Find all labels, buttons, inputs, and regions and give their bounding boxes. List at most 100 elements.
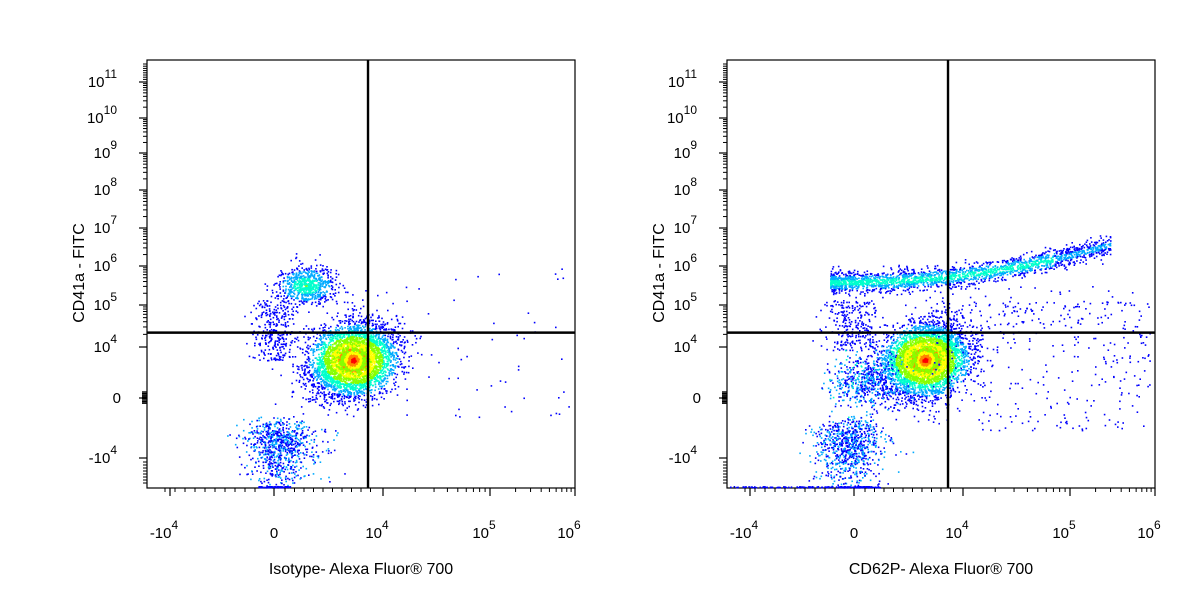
event-dot xyxy=(399,344,401,346)
event-dot xyxy=(338,373,340,376)
event-dot xyxy=(316,349,318,352)
event-dot xyxy=(358,345,360,347)
event-dot xyxy=(335,329,337,332)
event-dot xyxy=(380,355,382,357)
event-dot xyxy=(362,391,364,394)
event-dot xyxy=(381,379,383,382)
event-dot xyxy=(330,367,333,369)
event-dot xyxy=(322,386,325,389)
event-dot xyxy=(351,378,354,380)
event-dot xyxy=(320,383,322,386)
event-dot xyxy=(370,342,372,344)
event-dot xyxy=(327,336,330,339)
event-dot xyxy=(292,365,294,368)
event-dot xyxy=(389,337,392,340)
event-dot xyxy=(363,341,366,344)
event-dot xyxy=(328,391,331,393)
event-dot xyxy=(351,370,354,372)
event-dot xyxy=(320,347,323,349)
event-dot xyxy=(315,369,317,372)
event-dot xyxy=(368,389,371,392)
event-dot xyxy=(319,378,322,380)
event-dot xyxy=(360,343,363,346)
event-dot xyxy=(364,325,367,328)
event-dot xyxy=(384,370,386,372)
event-dot xyxy=(360,349,362,351)
event-dot xyxy=(303,336,305,338)
event-dot xyxy=(374,337,377,339)
event-dot xyxy=(360,381,363,383)
event-dot xyxy=(346,346,349,349)
event-dot xyxy=(297,366,300,368)
event-dot xyxy=(362,368,364,371)
event-dot xyxy=(347,391,350,393)
event-dot xyxy=(375,371,378,373)
event-dot xyxy=(364,345,366,347)
event-dot xyxy=(317,386,320,388)
event-dot xyxy=(356,384,359,386)
event-dot xyxy=(330,344,332,346)
event-dot xyxy=(349,357,352,360)
event-dot xyxy=(342,374,345,376)
event-dot xyxy=(345,374,347,377)
event-dot xyxy=(304,371,306,373)
event-dot xyxy=(360,359,363,362)
event-dot xyxy=(324,368,327,371)
event-dot xyxy=(420,353,423,356)
event-dot xyxy=(395,351,398,354)
event-dot xyxy=(339,377,341,380)
event-dot xyxy=(354,333,357,335)
event-dot xyxy=(343,397,346,400)
event-dot xyxy=(330,364,333,367)
event-dot xyxy=(321,371,324,374)
event-dot xyxy=(370,356,373,358)
event-dot xyxy=(351,373,353,376)
event-dot xyxy=(318,371,321,373)
event-dot xyxy=(372,369,375,372)
event-dot xyxy=(324,349,326,351)
event-dot xyxy=(342,364,344,367)
event-dot xyxy=(404,366,407,368)
event-dot xyxy=(372,371,375,373)
event-dot xyxy=(353,394,356,396)
event-dot xyxy=(307,336,310,339)
event-dot xyxy=(342,371,345,374)
event-dot xyxy=(364,350,367,352)
event-dot xyxy=(384,323,387,325)
event-dot xyxy=(355,373,357,375)
event-dot xyxy=(312,374,315,376)
event-dot xyxy=(330,372,332,375)
event-dot xyxy=(320,344,322,346)
event-dot xyxy=(386,363,388,366)
event-dot xyxy=(359,365,361,367)
event-dot xyxy=(373,374,375,376)
event-dot xyxy=(363,394,366,397)
event-dot xyxy=(354,322,356,325)
event-dot xyxy=(360,346,362,349)
event-dot xyxy=(338,366,340,369)
event-dot xyxy=(314,370,317,373)
event-dot xyxy=(329,359,332,362)
event-dot xyxy=(356,376,358,378)
event-dot xyxy=(397,385,400,388)
plot-panel-isotype: -104 0 104 105 106 -104 0 104 105 106 107 108 109 101… xyxy=(71,59,581,578)
event-dot xyxy=(392,342,395,345)
event-dot xyxy=(340,347,343,350)
event-dot xyxy=(330,385,333,388)
event-dot xyxy=(358,340,361,342)
event-dot xyxy=(323,343,325,345)
event-dot xyxy=(358,335,360,337)
event-dot xyxy=(347,360,350,362)
event-dot xyxy=(378,315,380,317)
event-dot xyxy=(305,385,307,387)
event-dot xyxy=(338,368,341,370)
event-dot xyxy=(318,369,320,371)
event-dot xyxy=(306,351,309,353)
event-dot xyxy=(313,328,315,330)
event-dot xyxy=(339,355,342,357)
event-dot xyxy=(342,335,345,338)
event-dot xyxy=(353,367,356,370)
event-dot xyxy=(322,333,325,336)
event-dot xyxy=(358,382,360,385)
event-dot xyxy=(339,322,342,324)
